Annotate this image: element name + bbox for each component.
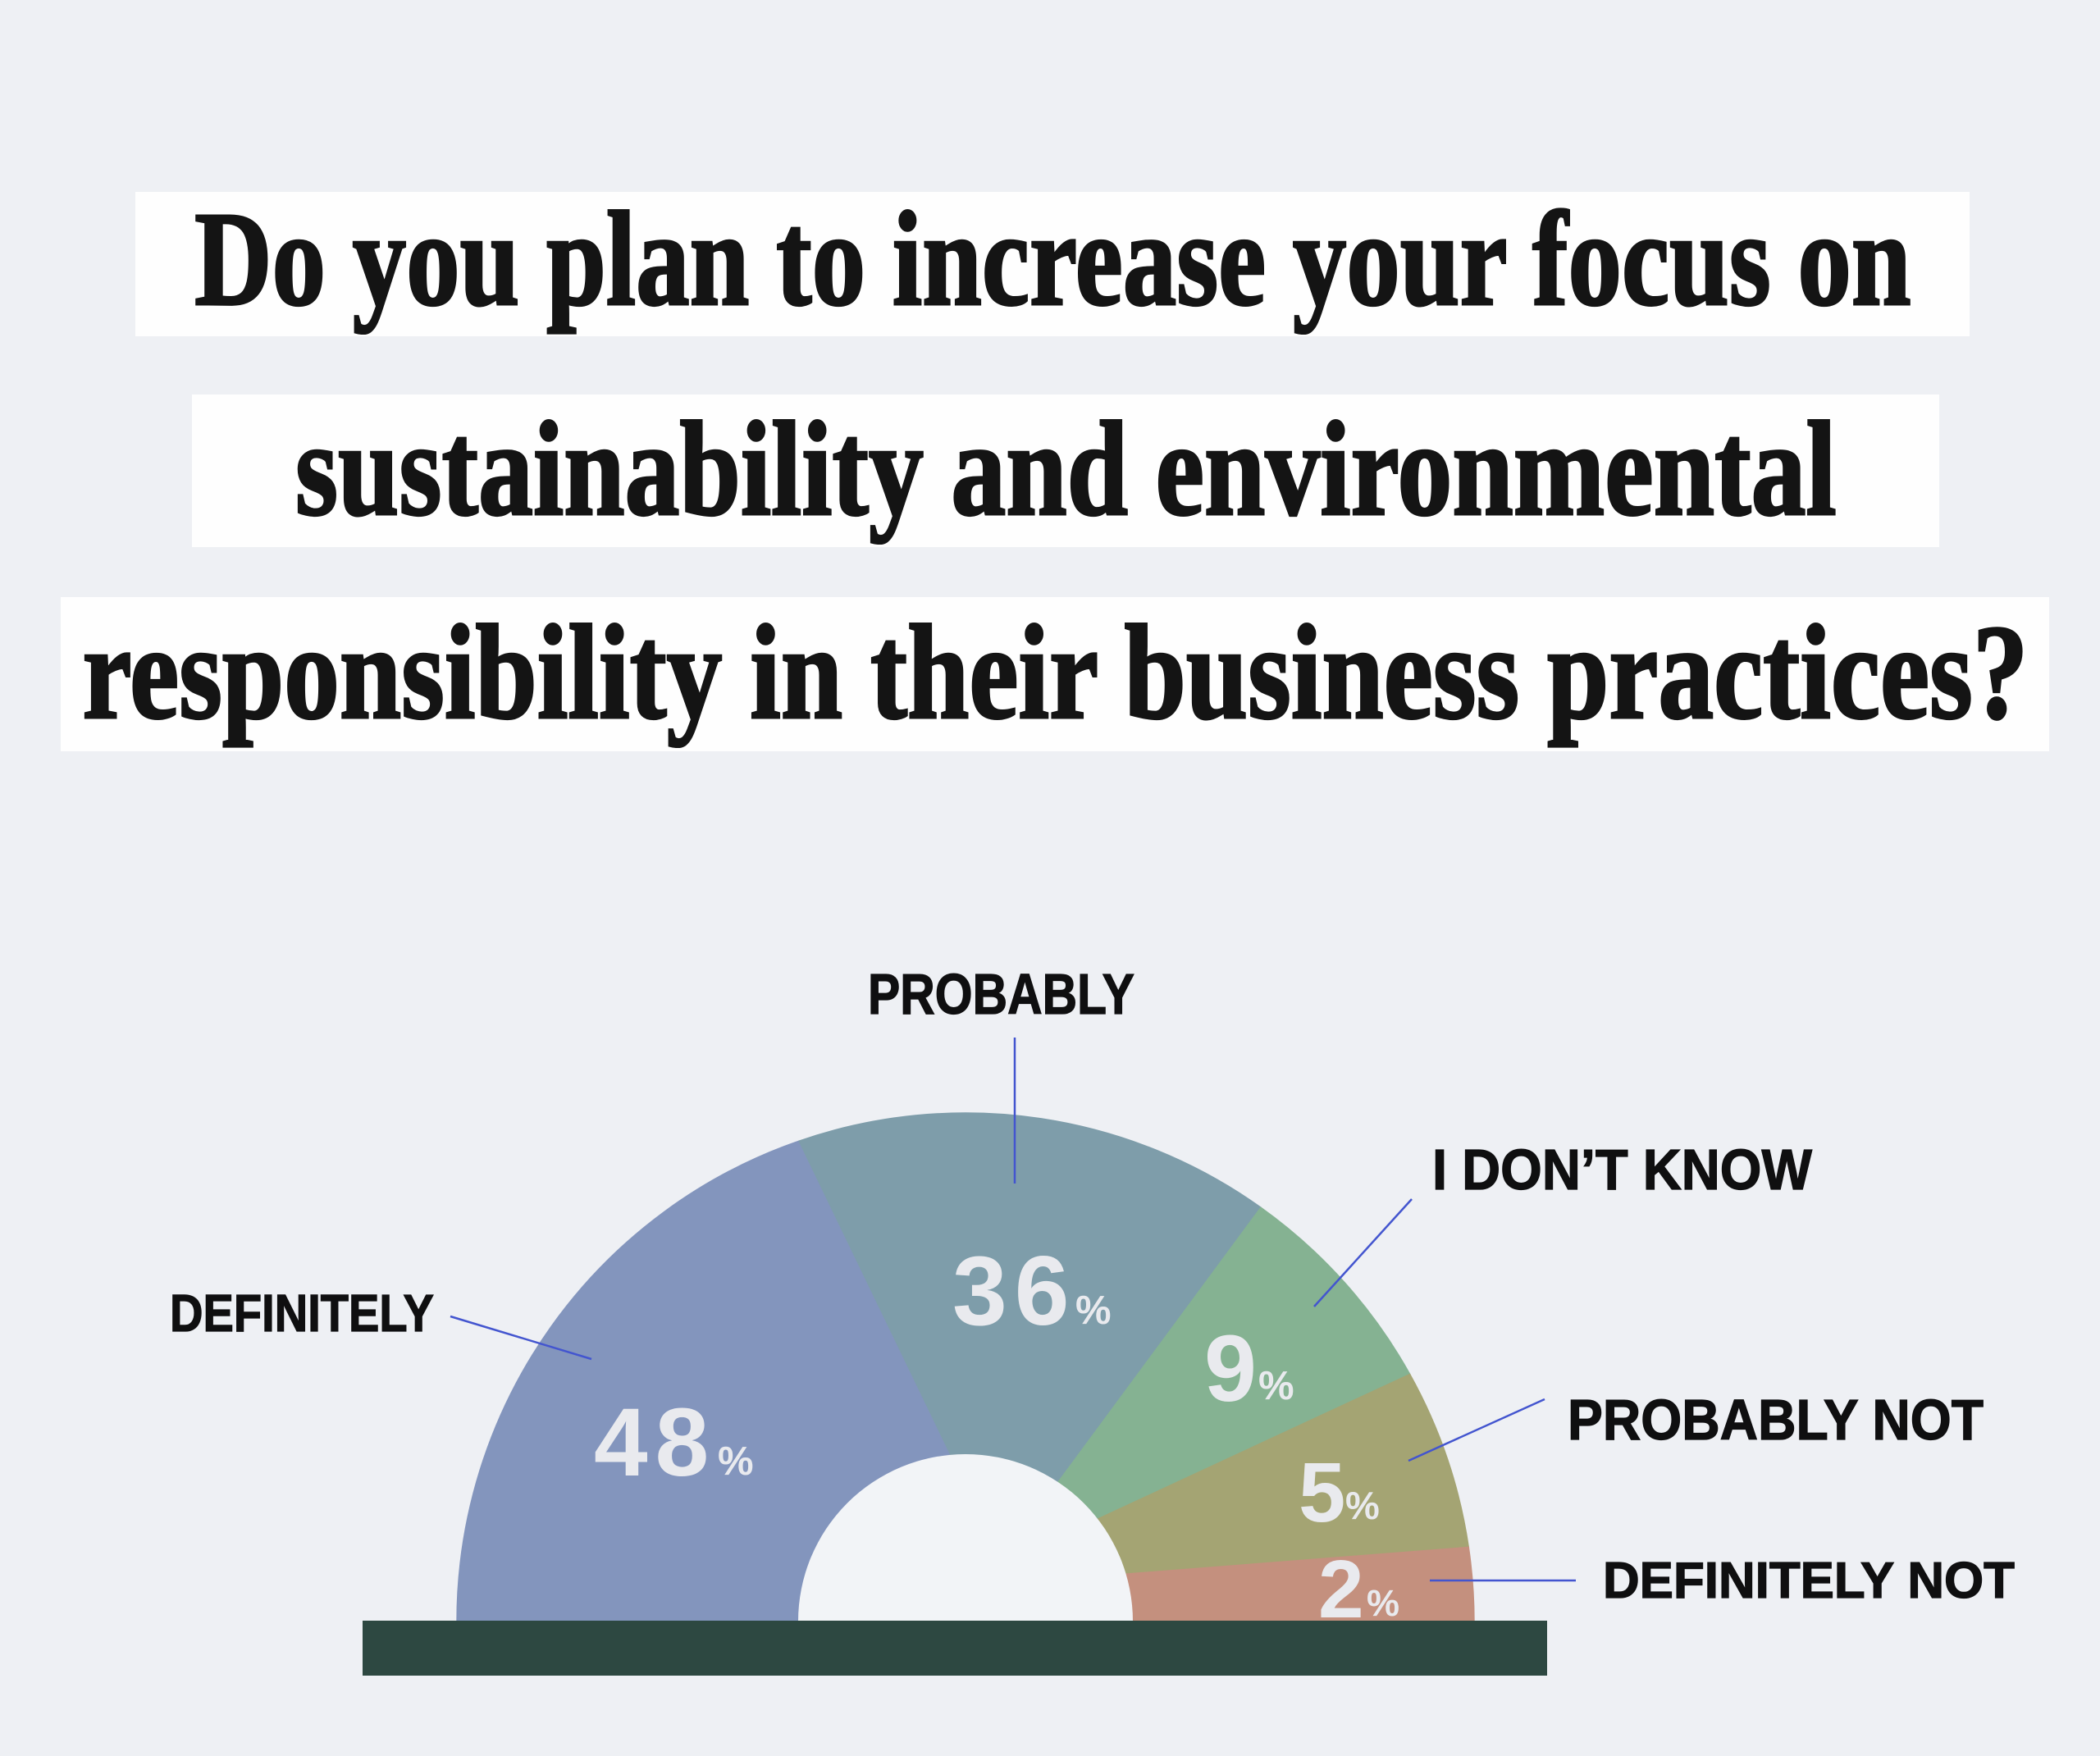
svg-text:2: 2: [1318, 1544, 1364, 1635]
svg-text:%: %: [1345, 1484, 1380, 1527]
svg-text:9: 9: [1204, 1316, 1257, 1421]
svg-text:48: 48: [594, 1389, 716, 1497]
svg-text:5: 5: [1299, 1445, 1345, 1539]
svg-text:%: %: [718, 1439, 754, 1484]
svg-text:%: %: [1367, 1582, 1399, 1624]
svg-text:%: %: [1258, 1364, 1294, 1408]
svg-text:%: %: [1075, 1288, 1112, 1333]
svg-text:36: 36: [952, 1236, 1076, 1346]
